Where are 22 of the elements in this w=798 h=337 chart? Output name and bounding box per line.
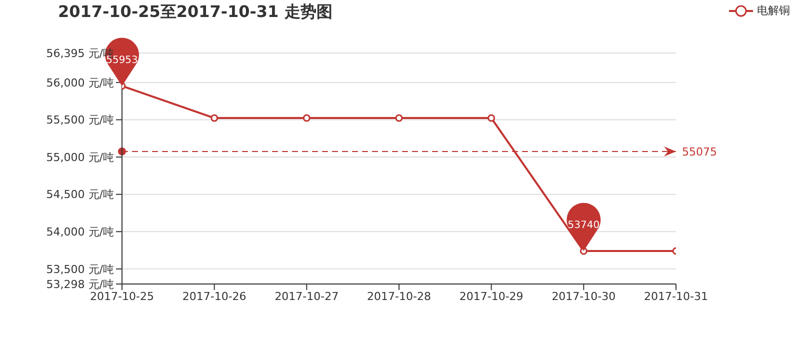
x-tick-label: 2017-10-29: [459, 290, 524, 303]
y-tick-label: 55,500 元/吨: [46, 114, 114, 127]
y-tick-label: 53,500 元/吨: [46, 262, 114, 276]
y-tick-label: 53,298 元/吨: [46, 278, 114, 291]
x-tick-label: 2017-10-25: [90, 290, 154, 303]
legend-label: 电解铜: [757, 3, 790, 18]
chart-title: 2017-10-25至2017-10-31 走势图: [58, 2, 332, 23]
point: [210, 114, 218, 122]
annotation: 53740: [568, 220, 600, 232]
point: [302, 114, 310, 122]
x-tick-label: 2017-10-31: [644, 290, 708, 303]
x-tick-label: 2017-10-26: [182, 290, 246, 303]
y-tick-label: 56,000 元/吨: [46, 76, 114, 90]
y-tick-label: 55,000 元/吨: [46, 150, 114, 164]
point: [488, 114, 496, 122]
ref-line-label: 55075: [682, 145, 717, 158]
x-tick-label: 2017-10-27: [274, 290, 339, 303]
y-tick-label: 54,500 元/吨: [46, 188, 114, 202]
point: [395, 114, 403, 122]
x-tick-label: 2017-10-30: [552, 290, 616, 303]
x-tick-label: 2017-10-28: [367, 290, 431, 303]
y-tick-label: 54,000 元/吨: [46, 226, 114, 239]
